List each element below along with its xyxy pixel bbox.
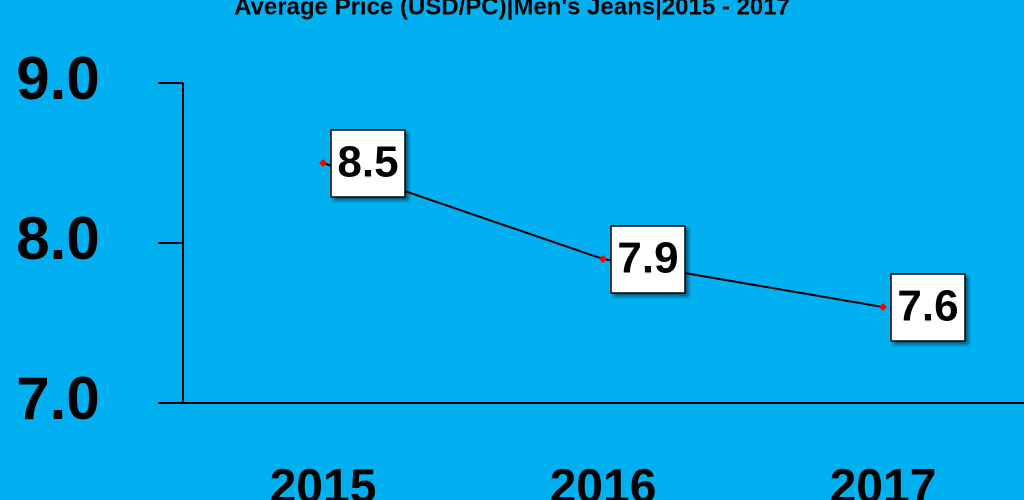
chart-title: Average Price (USD/PC)|Men's Jeans|2015 …	[234, 0, 790, 20]
data-label-box	[330, 129, 406, 198]
point-marker	[879, 303, 887, 311]
data-label: 8.5	[337, 138, 398, 187]
x-tick-label: 2017	[830, 461, 937, 500]
point-marker	[319, 159, 327, 167]
y-tick-label: 7.0	[16, 365, 99, 432]
data-label: 7.6	[897, 282, 958, 331]
data-label: 7.9	[617, 234, 678, 283]
point-marker	[599, 255, 607, 263]
y-tick-label: 8.0	[16, 205, 99, 272]
data-label-box	[890, 273, 966, 342]
y-tick-label: 9.0	[16, 45, 99, 112]
x-tick-label: 2016	[550, 461, 657, 500]
data-label-box	[610, 225, 686, 294]
x-tick-label: 2015	[270, 461, 377, 500]
